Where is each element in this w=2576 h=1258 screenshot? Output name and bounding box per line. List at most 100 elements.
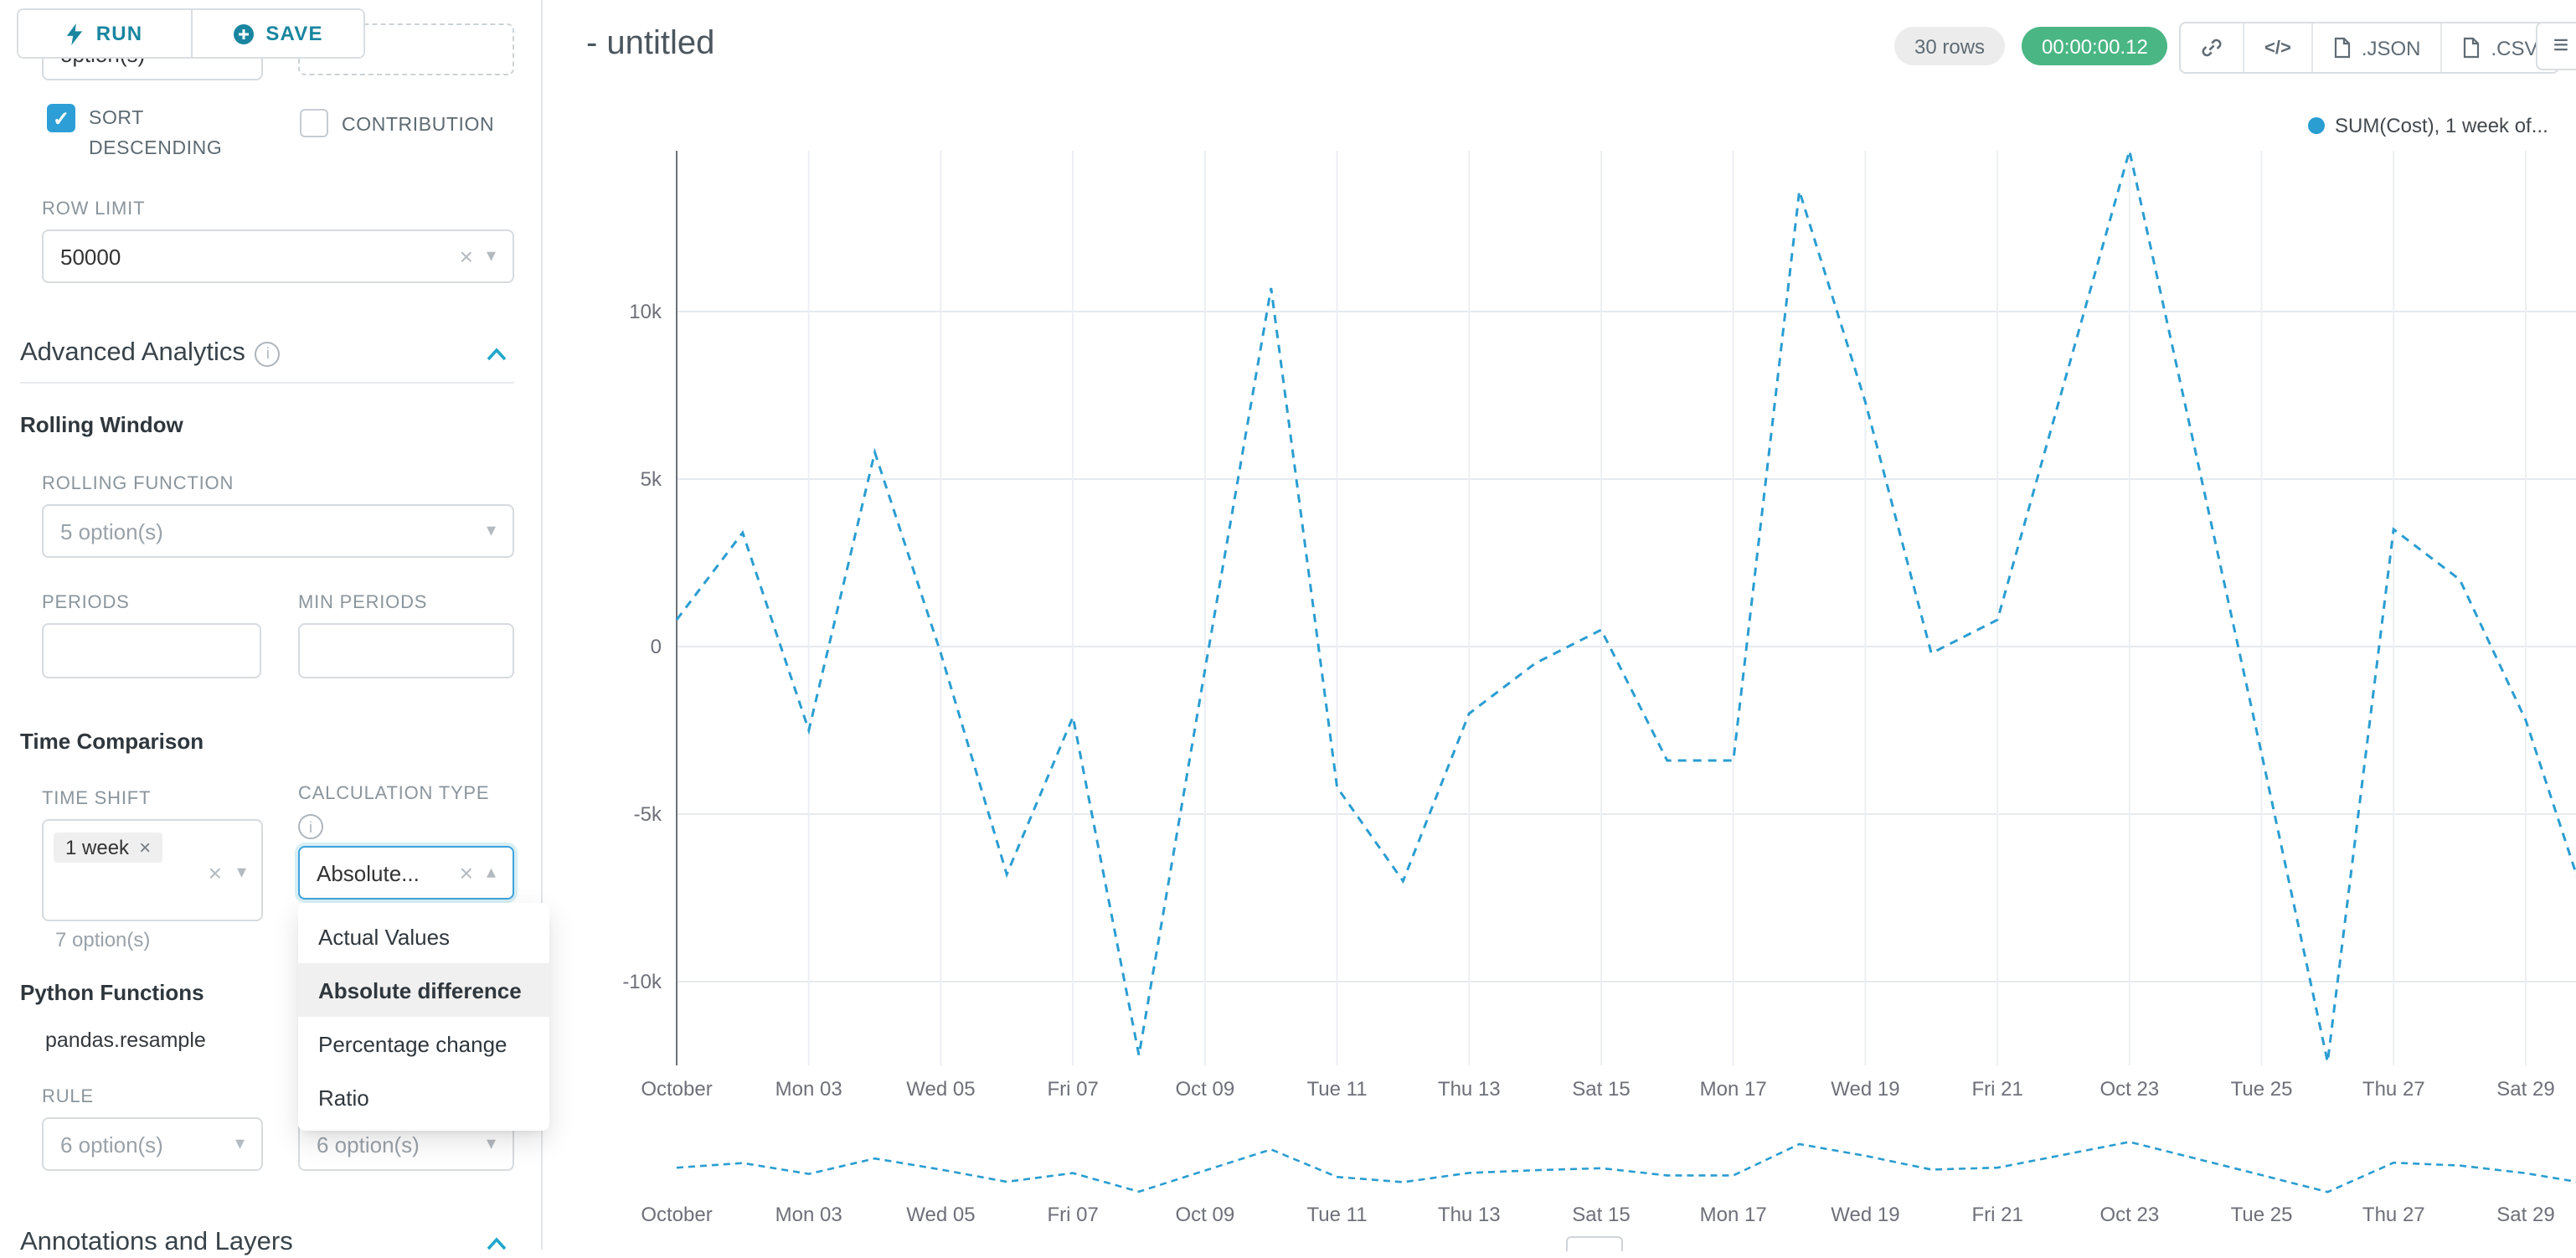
clear-icon[interactable]: × (459, 243, 473, 270)
x-axis-label: Mon 17 (1700, 1078, 1767, 1101)
file-icon (2464, 37, 2480, 59)
caret-up-icon: ▴ (486, 862, 496, 882)
mini-series-line (676, 1141, 2576, 1194)
rolling-function-select[interactable]: 5 option(s) ▾ (42, 504, 514, 558)
rolling-window-title: Rolling Window (20, 412, 183, 437)
x-axis-label: Oct 23 (2100, 1078, 2160, 1101)
y-axis-label: -10k (622, 971, 662, 993)
time-shift-select[interactable]: 1 week × × ▾ (42, 819, 263, 921)
file-icon (2334, 37, 2350, 59)
y-axis-label: 5k (641, 468, 662, 491)
row-count-badge: 30 rows (1894, 27, 2006, 65)
x-axis-label: Wed 05 (906, 1078, 975, 1101)
dropdown-option[interactable]: Actual Values (318, 924, 451, 949)
time-shift-tag-label: 1 week (65, 836, 130, 859)
annotations-header[interactable]: Annotations and Layers (20, 1228, 293, 1258)
fill-value: 6 option(s) (317, 1132, 420, 1157)
time-shift-tag[interactable]: 1 week × (54, 833, 163, 863)
mini-x-axis-label: Thu 13 (1438, 1204, 1501, 1226)
legend[interactable]: SUM(Cost), 1 week of... (2308, 114, 2548, 137)
mini-x-axis-label: Mon 17 (1700, 1204, 1767, 1226)
calculation-type-dropdown: Actual Values Absolute difference Percenta… (298, 903, 549, 1131)
rolling-function-value: 5 option(s) (60, 518, 163, 544)
min-periods-input[interactable] (298, 623, 514, 678)
caret-down-icon: ▾ (234, 1133, 245, 1153)
mini-x-axis-label: Thu 27 (2362, 1204, 2425, 1226)
mini-x-axis-label: Tue 25 (2231, 1204, 2293, 1226)
mini-x-axis-label: Sat 29 (2496, 1204, 2554, 1226)
x-axis-label: Fri 21 (1971, 1078, 2022, 1101)
x-axis-label: Sat 29 (2496, 1078, 2554, 1101)
time-comparison-title: Time Comparison (20, 729, 204, 754)
view-query-button[interactable]: </> (2244, 23, 2313, 72)
row-limit-value: 50000 (60, 244, 121, 269)
chevron-up-icon[interactable] (486, 347, 507, 362)
line-chart[interactable]: 10k 5k 0 -5k -10k October Mon 03 Wed 05 Fri 07 Oc… (553, 142, 2576, 1114)
export-json-button[interactable]: .JSON (2313, 23, 2443, 72)
clear-icon[interactable]: × (459, 859, 473, 886)
x-axis-label: Wed 19 (1831, 1078, 1899, 1101)
sort-descending-checkbox[interactable]: ✓ (47, 104, 75, 132)
code-icon: </> (2264, 38, 2291, 58)
datazoom-handle[interactable] (1566, 1236, 1623, 1251)
time-shift-label: TIME SHIFT (42, 789, 152, 809)
info-icon (298, 814, 323, 839)
plus-circle-icon (233, 23, 254, 44)
dropdown-option[interactable]: Ratio (318, 1085, 369, 1110)
x-axis-label: Thu 27 (2362, 1078, 2425, 1101)
clear-icon[interactable]: × (208, 859, 222, 886)
export-button-group: </> .JSON .CSV (2179, 22, 2560, 74)
chevron-up-icon[interactable] (486, 1236, 507, 1251)
panel-divider (541, 0, 543, 1250)
advanced-analytics-header[interactable]: Advanced Analytics (20, 338, 281, 369)
rule-select[interactable]: 6 option(s) ▾ (42, 1117, 263, 1171)
calculation-type-label: CALCULATION TYPE (298, 784, 490, 804)
contribution-label: CONTRIBUTION (342, 116, 495, 136)
export-csv-button[interactable]: .CSV (2443, 23, 2558, 72)
page-title[interactable]: - untitled (586, 25, 715, 62)
x-axis-label: Tue 25 (2231, 1078, 2293, 1101)
save-button[interactable]: SAVE (190, 10, 363, 57)
row-limit-label: ROW LIMIT (42, 199, 146, 219)
x-axis-label: Fri 07 (1047, 1078, 1098, 1101)
caret-down-icon: ▾ (486, 1133, 496, 1153)
legend-marker (2308, 117, 2325, 134)
row-limit-select[interactable]: 50000 × ▾ (42, 229, 514, 283)
calculation-type-value: Absolute... (317, 860, 420, 885)
contribution-checkbox[interactable] (300, 109, 328, 137)
time-shift-hint: 7 option(s) (55, 928, 151, 951)
mini-x-axis-label: Sat 15 (1572, 1204, 1630, 1226)
link-icon (2202, 39, 2222, 57)
csv-label: .CSV (2491, 36, 2538, 59)
python-functions-title: Python Functions (20, 980, 204, 1005)
mini-x-axis-label: Fri 07 (1047, 1204, 1098, 1226)
periods-input[interactable] (42, 623, 261, 678)
x-axis-label: Tue 11 (1307, 1078, 1368, 1101)
copy-link-button[interactable] (2181, 23, 2244, 72)
caret-down-icon: ▾ (486, 245, 496, 266)
x-axis-label: Oct 09 (1176, 1078, 1235, 1101)
rule-value: 6 option(s) (60, 1132, 163, 1157)
tag-close-icon[interactable]: × (139, 836, 152, 859)
check-icon: ✓ (52, 106, 70, 130)
dropdown-option[interactable]: Percentage change (318, 1031, 507, 1056)
chart-menu-button[interactable]: ≡ (2536, 22, 2576, 70)
mini-x-axis-label: Oct 09 (1176, 1204, 1235, 1226)
y-axis-label: 10k (629, 301, 662, 323)
min-periods-label: MIN PERIODS (298, 593, 428, 613)
y-axis-label: -5k (634, 803, 662, 826)
rolling-function-label: ROLLING FUNCTION (42, 474, 234, 494)
rule-label: RULE (42, 1087, 94, 1107)
mini-x-axis-label: October (641, 1204, 712, 1226)
menu-icon: ≡ (2553, 31, 2569, 59)
calculation-type-select[interactable]: Absolute... × ▴ (298, 846, 514, 900)
mini-x-axis-label: Mon 03 (775, 1204, 842, 1226)
save-label: SAVE (265, 22, 323, 45)
run-button[interactable]: RUN (18, 10, 190, 57)
series-line (675, 150, 2576, 1063)
range-selector-chart[interactable]: October Mon 03 Wed 05 Fri 07 Oct 09 Tue 11 Thu… (553, 1126, 2576, 1250)
advanced-analytics-title: Advanced Analytics (20, 338, 245, 367)
mini-x-axis-label: Oct 23 (2100, 1204, 2160, 1226)
dropdown-option[interactable]: Absolute difference (298, 963, 549, 1017)
